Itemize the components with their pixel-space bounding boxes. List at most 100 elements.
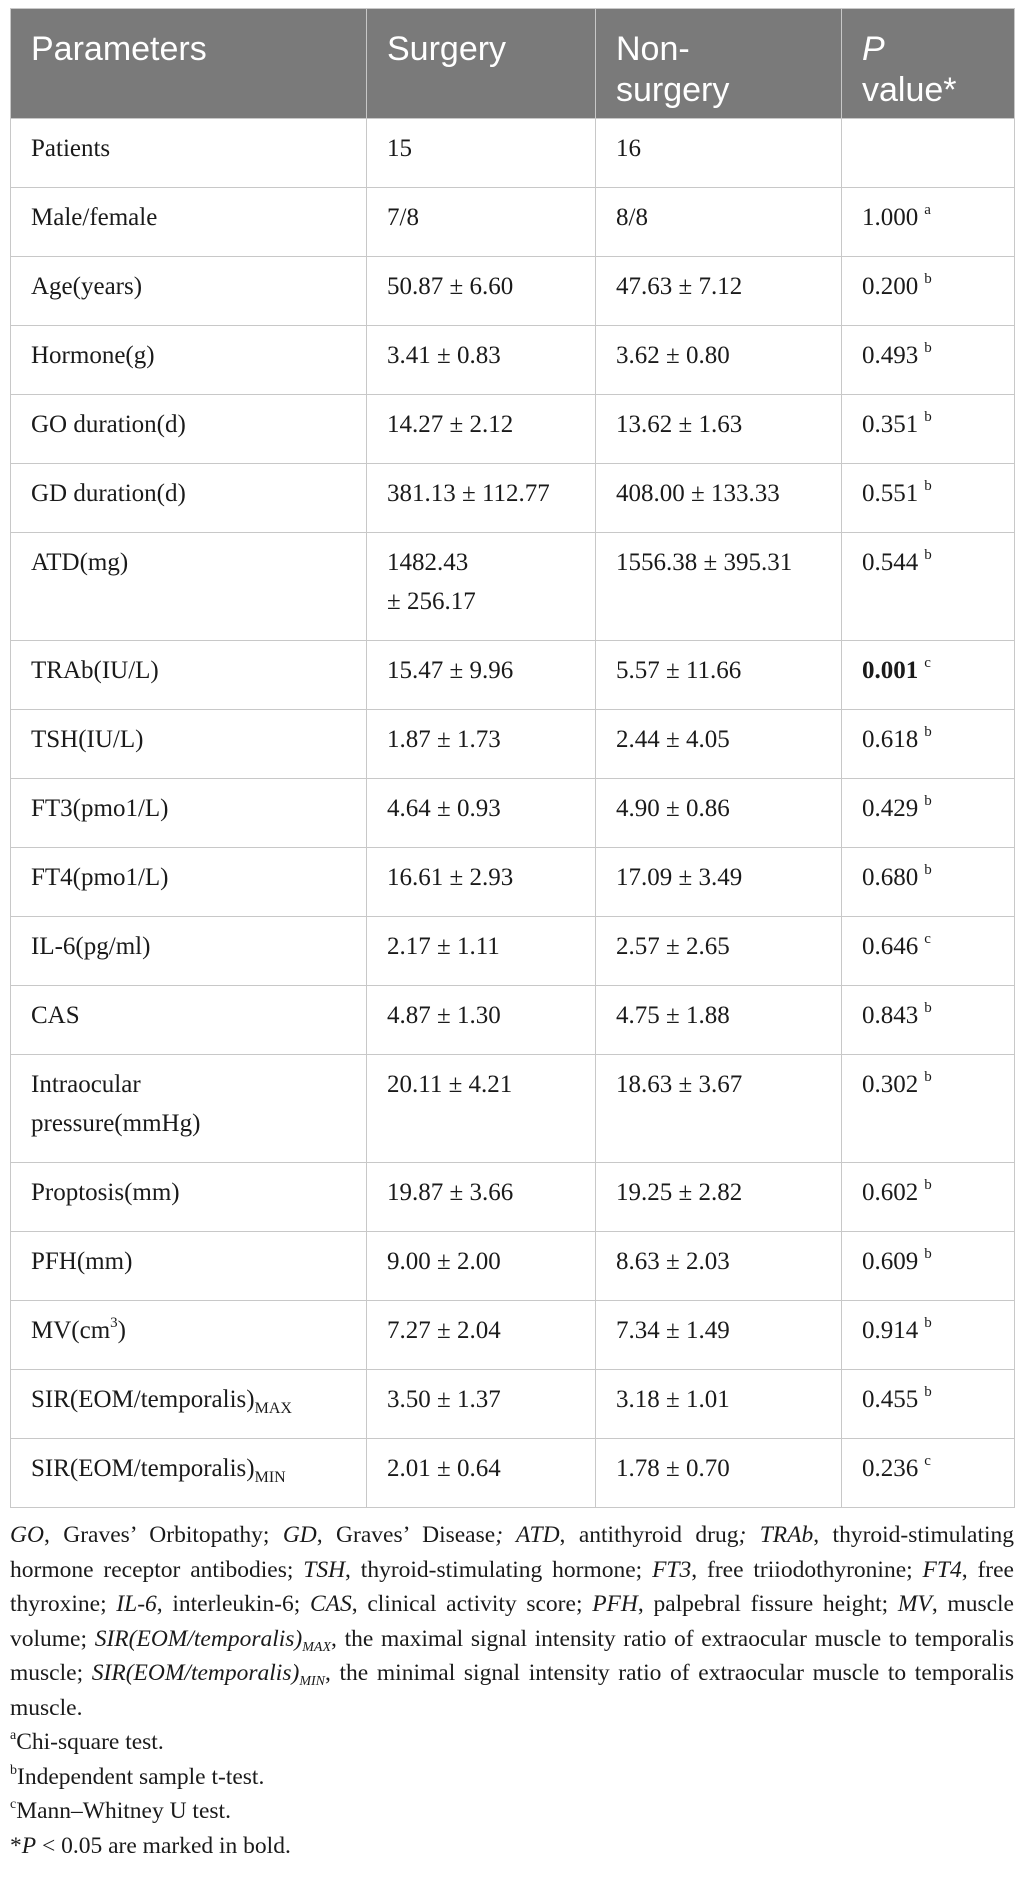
test-marker: b: [924, 1069, 932, 1085]
table-row: Intraocular pressure(mmHg) 20.11 ± 4.21 1…: [10, 1054, 1015, 1163]
test-marker: b: [924, 1246, 932, 1262]
test-marker: b: [924, 862, 932, 878]
p-value: 0.302: [862, 1071, 919, 1098]
cell-nonsurgery: 13.62 ± 1.63: [595, 394, 842, 464]
test-marker: c: [924, 931, 931, 947]
p-value: 0.544: [862, 549, 919, 576]
test-marker: b: [924, 547, 932, 563]
table-footnotes: GO, Graves’ Orbitopathy; GD, Graves’ Dis…: [10, 1518, 1014, 1863]
cell-surgery: 19.87 ± 3.66: [366, 1162, 596, 1232]
p-value: 0.455: [862, 1386, 919, 1413]
cell-nonsurgery: 18.63 ± 3.67: [595, 1054, 842, 1163]
abbrev-def: , interleukin-6;: [156, 1591, 310, 1617]
p-value: 1.000: [862, 204, 919, 231]
abbrev-def: , Graves’ Disease: [316, 1522, 496, 1548]
cell-surgery: 20.11 ± 4.21: [366, 1054, 596, 1163]
cell-p-value: 0.843 b: [841, 985, 1015, 1055]
cell-parameter: Hormone(g): [10, 325, 367, 395]
footnote-mark: c: [10, 1797, 17, 1812]
table-row: CAS 4.87 ± 1.30 4.75 ± 1.88 0.843 b: [10, 985, 1015, 1055]
abbrev-term: ; ATD: [495, 1522, 560, 1548]
param-subscript: MAX: [254, 1400, 292, 1417]
cell-surgery: 16.61 ± 2.93: [366, 847, 596, 917]
abbrev-term-subscript: MAX: [302, 1639, 332, 1655]
param-line1: Intraocular: [31, 1071, 141, 1098]
footnote-text: Mann–Whitney U test.: [16, 1798, 231, 1824]
table-row: SIR(EOM/temporalis)MAX 3.50 ± 1.37 3.18 …: [10, 1369, 1015, 1439]
abbrev-term: PFH: [592, 1591, 638, 1617]
test-marker: b: [924, 340, 932, 356]
cell-p-value: 0.429 b: [841, 778, 1015, 848]
cell-nonsurgery: 2.57 ± 2.65: [595, 916, 842, 986]
cell-p-value: 0.200 b: [841, 256, 1015, 326]
abbrev-def: , palpebral fissure height;: [637, 1591, 898, 1617]
cell-nonsurgery: 17.09 ± 3.49: [595, 847, 842, 917]
cell-nonsurgery: 47.63 ± 7.12: [595, 256, 842, 326]
test-marker: b: [924, 793, 932, 809]
cell-parameter: GD duration(d): [10, 463, 367, 533]
test-marker: b: [924, 724, 932, 740]
cell-parameter: CAS: [10, 985, 367, 1055]
cell-p-value: 0.544 b: [841, 532, 1015, 641]
footnote-p-italic: P: [21, 1832, 37, 1859]
table-row: Hormone(g) 3.41 ± 0.83 3.62 ± 0.80 0.493…: [10, 325, 1015, 395]
param-text: SIR(EOM/temporalis): [31, 1455, 255, 1482]
footnote-text: Chi-square test.: [16, 1729, 164, 1755]
footnote-significance: *P < 0.05 are marked in bold.: [10, 1829, 1014, 1864]
test-marker: b: [924, 1177, 932, 1193]
abbrev-def: , muscle volume;: [10, 1591, 1014, 1652]
cell-p-value: 0.609 b: [841, 1231, 1015, 1301]
p-value: 0.914: [862, 1317, 919, 1344]
abbrev-def: , thyroid-stimulating hormone receptor a…: [10, 1522, 1015, 1583]
cell-parameter: SIR(EOM/temporalis)MIN: [10, 1438, 367, 1508]
cell-surgery: 2.17 ± 1.11: [366, 916, 596, 986]
cell-parameter: MV(cm3): [10, 1300, 367, 1370]
cell-nonsurgery: 16: [595, 118, 842, 188]
table-row: GD duration(d) 381.13 ± 112.77 408.00 ± …: [10, 463, 1015, 533]
table-row: IL-6(pg/ml) 2.17 ± 1.11 2.57 ± 2.65 0.64…: [10, 916, 1015, 986]
abbrev-def: , free triiodothyronine;: [691, 1556, 923, 1583]
cell-p-value: 0.680 b: [841, 847, 1015, 917]
p-value: 0.618: [862, 726, 919, 753]
abbrev-term-text: SIR(EOM/temporalis): [91, 1660, 300, 1686]
cell-p-value: 0.455 b: [841, 1369, 1015, 1439]
param-line2: pressure(mmHg): [31, 1110, 201, 1137]
test-marker: b: [924, 1315, 932, 1331]
abbrev-term: MV: [897, 1591, 932, 1617]
header-p-italic: P: [862, 30, 885, 68]
abbrev-term: FT3: [652, 1556, 692, 1583]
table-row: SIR(EOM/temporalis)MIN 2.01 ± 0.64 1.78 …: [10, 1438, 1015, 1508]
cell-nonsurgery: 1.78 ± 0.70: [595, 1438, 842, 1508]
p-value: 0.609: [862, 1248, 919, 1275]
p-value: 0.200: [862, 273, 919, 300]
table-row: FT4(pmo1/L) 16.61 ± 2.93 17.09 ± 3.49 0.…: [10, 847, 1015, 917]
param-text-end: ): [117, 1317, 126, 1344]
surgery-line1: 1482.43: [387, 549, 469, 576]
test-marker: c: [924, 655, 931, 671]
table-row: Male/female 7/8 8/8 1.000 a: [10, 187, 1015, 257]
p-value: 0.551: [862, 480, 919, 507]
abbrev-term: SIR(EOM/temporalis)MIN: [91, 1660, 325, 1689]
table-row: TSH(IU/L) 1.87 ± 1.73 2.44 ± 4.05 0.618 b: [10, 709, 1015, 779]
cell-nonsurgery: 4.75 ± 1.88: [595, 985, 842, 1055]
cell-nonsurgery: 8/8: [595, 187, 842, 257]
footnote-text: Independent sample t-test.: [17, 1763, 265, 1790]
test-marker: b: [924, 271, 932, 287]
cell-nonsurgery: 408.00 ± 133.33: [595, 463, 842, 533]
cell-nonsurgery: 4.90 ± 0.86: [595, 778, 842, 848]
footnote-a: aChi-square test.: [10, 1725, 1014, 1760]
cell-p-value: 0.618 b: [841, 709, 1015, 779]
footnote-c: cMann–Whitney U test.: [10, 1794, 1014, 1829]
cell-surgery: 7.27 ± 2.04: [366, 1300, 596, 1370]
header-p-line2: value*: [862, 71, 957, 109]
cell-parameter: Patients: [10, 118, 367, 188]
cell-nonsurgery: 2.44 ± 4.05: [595, 709, 842, 779]
cell-surgery: 1482.43 ± 256.17: [366, 532, 596, 641]
abbrev-def: , free thyroxine;: [10, 1556, 1014, 1618]
footnote-mark: *: [10, 1832, 22, 1859]
cell-p-value: 0.302 b: [841, 1054, 1015, 1163]
p-value: 0.646: [862, 933, 919, 960]
cell-p-value: 0.351 b: [841, 394, 1015, 464]
